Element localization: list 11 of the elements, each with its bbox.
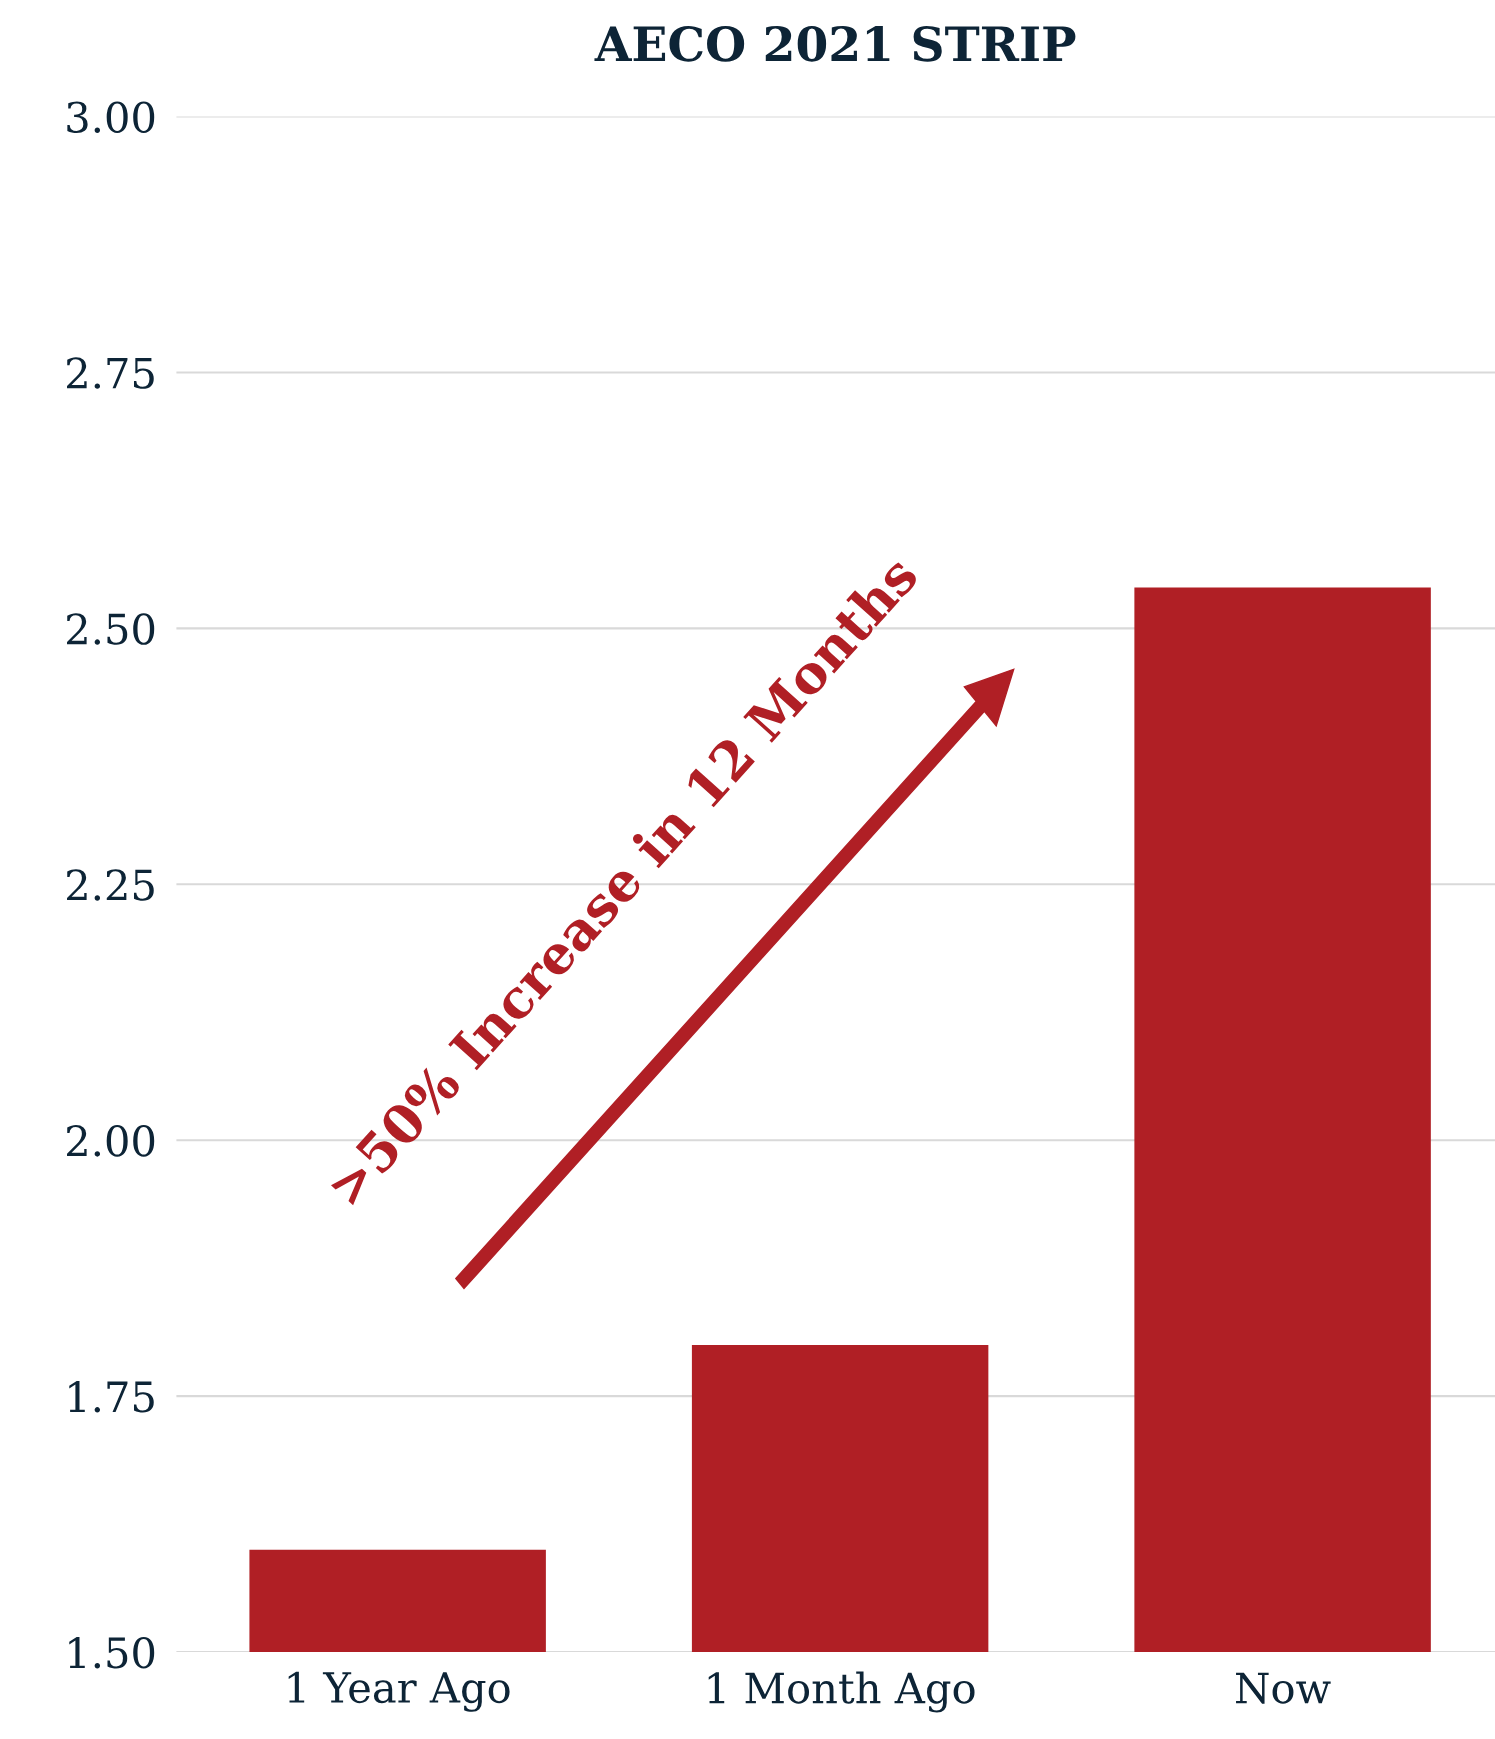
x-tick-label: Now <box>1236 1672 1331 1704</box>
x-tick-label: 1 Month Ago <box>708 1671 975 1713</box>
y-tick-label: 2.50 <box>67 613 155 645</box>
y-tick-label: 1.50 <box>69 1636 155 1669</box>
y-tick-label: 2.75 <box>67 357 154 389</box>
chart-title: AECO 2021 STRIP <box>594 25 1076 62</box>
y-tick-label: 3.00 <box>67 101 155 133</box>
y-tick-label: 1.75 <box>69 1381 154 1413</box>
y-tick-label: 2.25 <box>67 869 154 901</box>
x-tick-label: 1 Year Ago <box>288 1671 510 1712</box>
y-tick-label: 2.00 <box>67 1125 155 1157</box>
